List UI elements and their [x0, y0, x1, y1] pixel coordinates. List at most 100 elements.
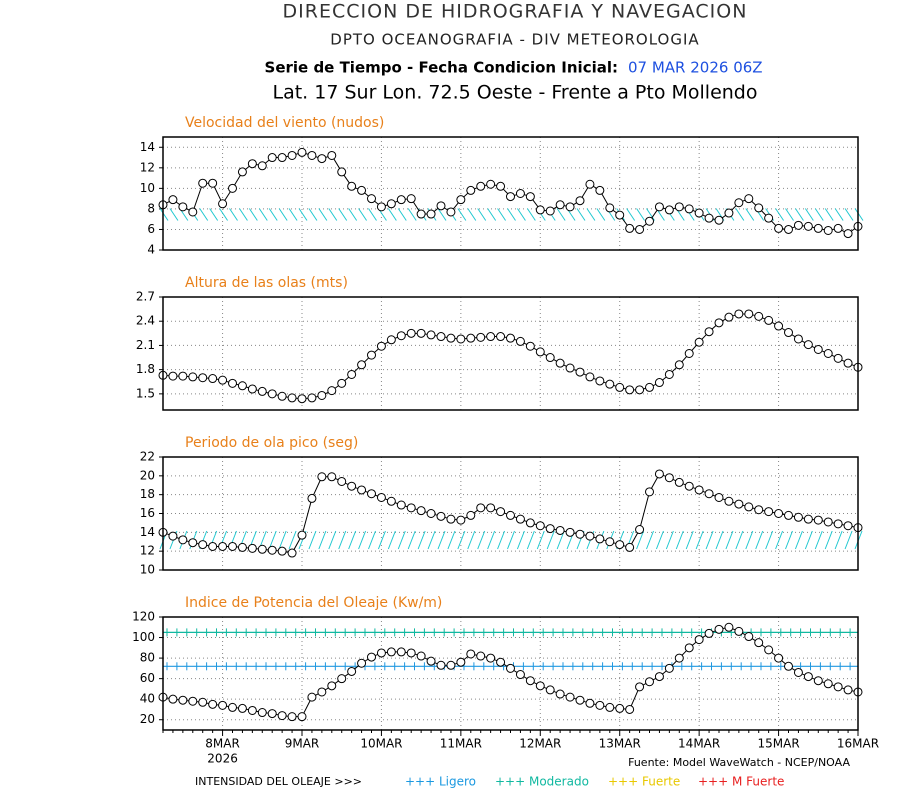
direction-arrow — [556, 530, 565, 550]
data-point — [724, 496, 734, 506]
data-point — [645, 216, 654, 226]
data-point — [327, 681, 337, 691]
data-point — [357, 485, 367, 495]
chart-title: Altura de las olas (mts) — [185, 275, 348, 291]
reference-line — [163, 628, 858, 637]
data-point — [654, 672, 664, 682]
data-point — [605, 702, 615, 712]
direction-arrow — [804, 208, 814, 221]
x-tick-label: 16MAR — [837, 737, 879, 751]
data-point — [506, 510, 515, 520]
data-point — [515, 336, 525, 346]
data-point — [416, 651, 426, 661]
direction-arrow — [239, 208, 248, 221]
data-point — [535, 521, 545, 531]
x-tick-label: 12MAR — [519, 737, 561, 751]
direction-arrow — [278, 208, 288, 221]
data-point — [456, 657, 466, 667]
data-point — [714, 215, 724, 225]
data-point — [287, 712, 297, 722]
y-tick-label: 2.4 — [136, 314, 155, 328]
direction-arrow — [467, 208, 477, 221]
data-point — [793, 334, 803, 344]
page-subtitle: DPTO OCEANOGRAFIA - DIV METEOROLOGIA — [330, 31, 699, 49]
series-label: Serie de Tiempo - Fecha Condicion Inicia… — [265, 59, 618, 77]
direction-arrow — [576, 208, 586, 221]
direction-arrow — [199, 208, 209, 221]
data-point — [416, 328, 426, 338]
data-point — [843, 229, 853, 239]
data-point — [317, 472, 327, 482]
data-point — [386, 647, 396, 657]
direction-arrow — [487, 208, 497, 221]
y-tick-label: 10 — [140, 181, 155, 195]
source: Fuente: Model WaveWatch - NCEP/NOAA — [628, 756, 850, 769]
data-point — [476, 651, 486, 661]
direction-arrow — [477, 208, 487, 221]
data-point — [287, 393, 297, 403]
direction-arrow — [427, 530, 436, 550]
x-sublabel: 2026 — [207, 752, 238, 766]
data-point — [228, 702, 237, 712]
data-point — [575, 529, 585, 539]
data-point — [784, 224, 793, 234]
data-point — [684, 481, 694, 491]
data-point — [784, 510, 793, 520]
direction-arrow — [258, 208, 268, 221]
direction-arrow — [288, 530, 297, 550]
data-point — [168, 195, 178, 205]
data-point — [198, 373, 208, 383]
data-point — [545, 524, 555, 534]
direction-arrow — [636, 208, 645, 221]
data-point — [367, 194, 376, 204]
data-point — [823, 349, 833, 358]
direction-arrow — [517, 208, 526, 221]
direction-arrow — [397, 208, 407, 221]
data-point — [525, 518, 535, 528]
plot-frame — [162, 136, 859, 251]
data-point — [476, 181, 486, 191]
data-point — [595, 700, 605, 710]
data-point — [446, 514, 456, 524]
data-point — [367, 489, 376, 499]
data-point — [376, 341, 386, 351]
data-point — [466, 333, 476, 343]
direction-arrow — [278, 530, 287, 550]
legend-entry: +++ M Fuerte — [698, 775, 784, 789]
direction-arrow — [437, 208, 447, 221]
direction-arrow — [725, 530, 734, 550]
data-point — [803, 340, 813, 350]
chart-title: Periodo de ola pico (seg) — [185, 435, 358, 451]
direction-arrow — [487, 530, 496, 550]
data-point — [545, 206, 555, 216]
data-point — [754, 203, 764, 213]
data-point — [635, 385, 645, 395]
data-point — [635, 682, 645, 692]
data-point — [714, 318, 724, 328]
direction-arrow — [328, 530, 337, 550]
direction-arrow — [407, 208, 417, 221]
data-point — [297, 394, 307, 404]
chart-title: Indice de Potencia del Oleaje (Kw/m) — [185, 595, 442, 611]
data-point — [525, 341, 535, 351]
x-tick-label: 9MAR — [285, 737, 320, 751]
direction-arrow — [556, 208, 566, 221]
series-line — [162, 313, 859, 400]
data-point — [714, 492, 724, 502]
data-point — [436, 511, 446, 521]
data-point — [664, 205, 674, 215]
data-point — [615, 210, 625, 220]
data-point — [684, 349, 694, 358]
data-point — [704, 489, 714, 499]
data-point — [228, 183, 237, 193]
data-point — [565, 692, 575, 702]
data-point — [506, 663, 515, 673]
data-point — [764, 315, 774, 325]
data-point — [446, 660, 456, 670]
data-point — [277, 391, 287, 401]
data-point — [486, 503, 496, 513]
data-point — [724, 312, 734, 322]
x-tick-label: 13MAR — [599, 737, 641, 751]
data-point — [793, 667, 803, 677]
data-point — [357, 658, 367, 668]
